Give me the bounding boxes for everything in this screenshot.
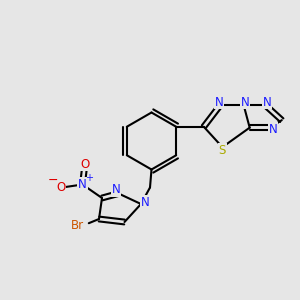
Text: O: O	[56, 181, 65, 194]
Text: +: +	[85, 173, 93, 183]
Text: N: N	[112, 183, 121, 196]
Text: N: N	[262, 96, 271, 109]
Text: N: N	[214, 96, 223, 109]
Text: N: N	[269, 123, 278, 136]
Text: S: S	[219, 144, 226, 157]
Text: O: O	[80, 158, 89, 171]
Text: N: N	[141, 196, 150, 209]
Text: N: N	[78, 178, 87, 191]
Text: −: −	[48, 173, 58, 187]
Text: N: N	[241, 96, 250, 109]
Text: Br: Br	[71, 219, 84, 232]
